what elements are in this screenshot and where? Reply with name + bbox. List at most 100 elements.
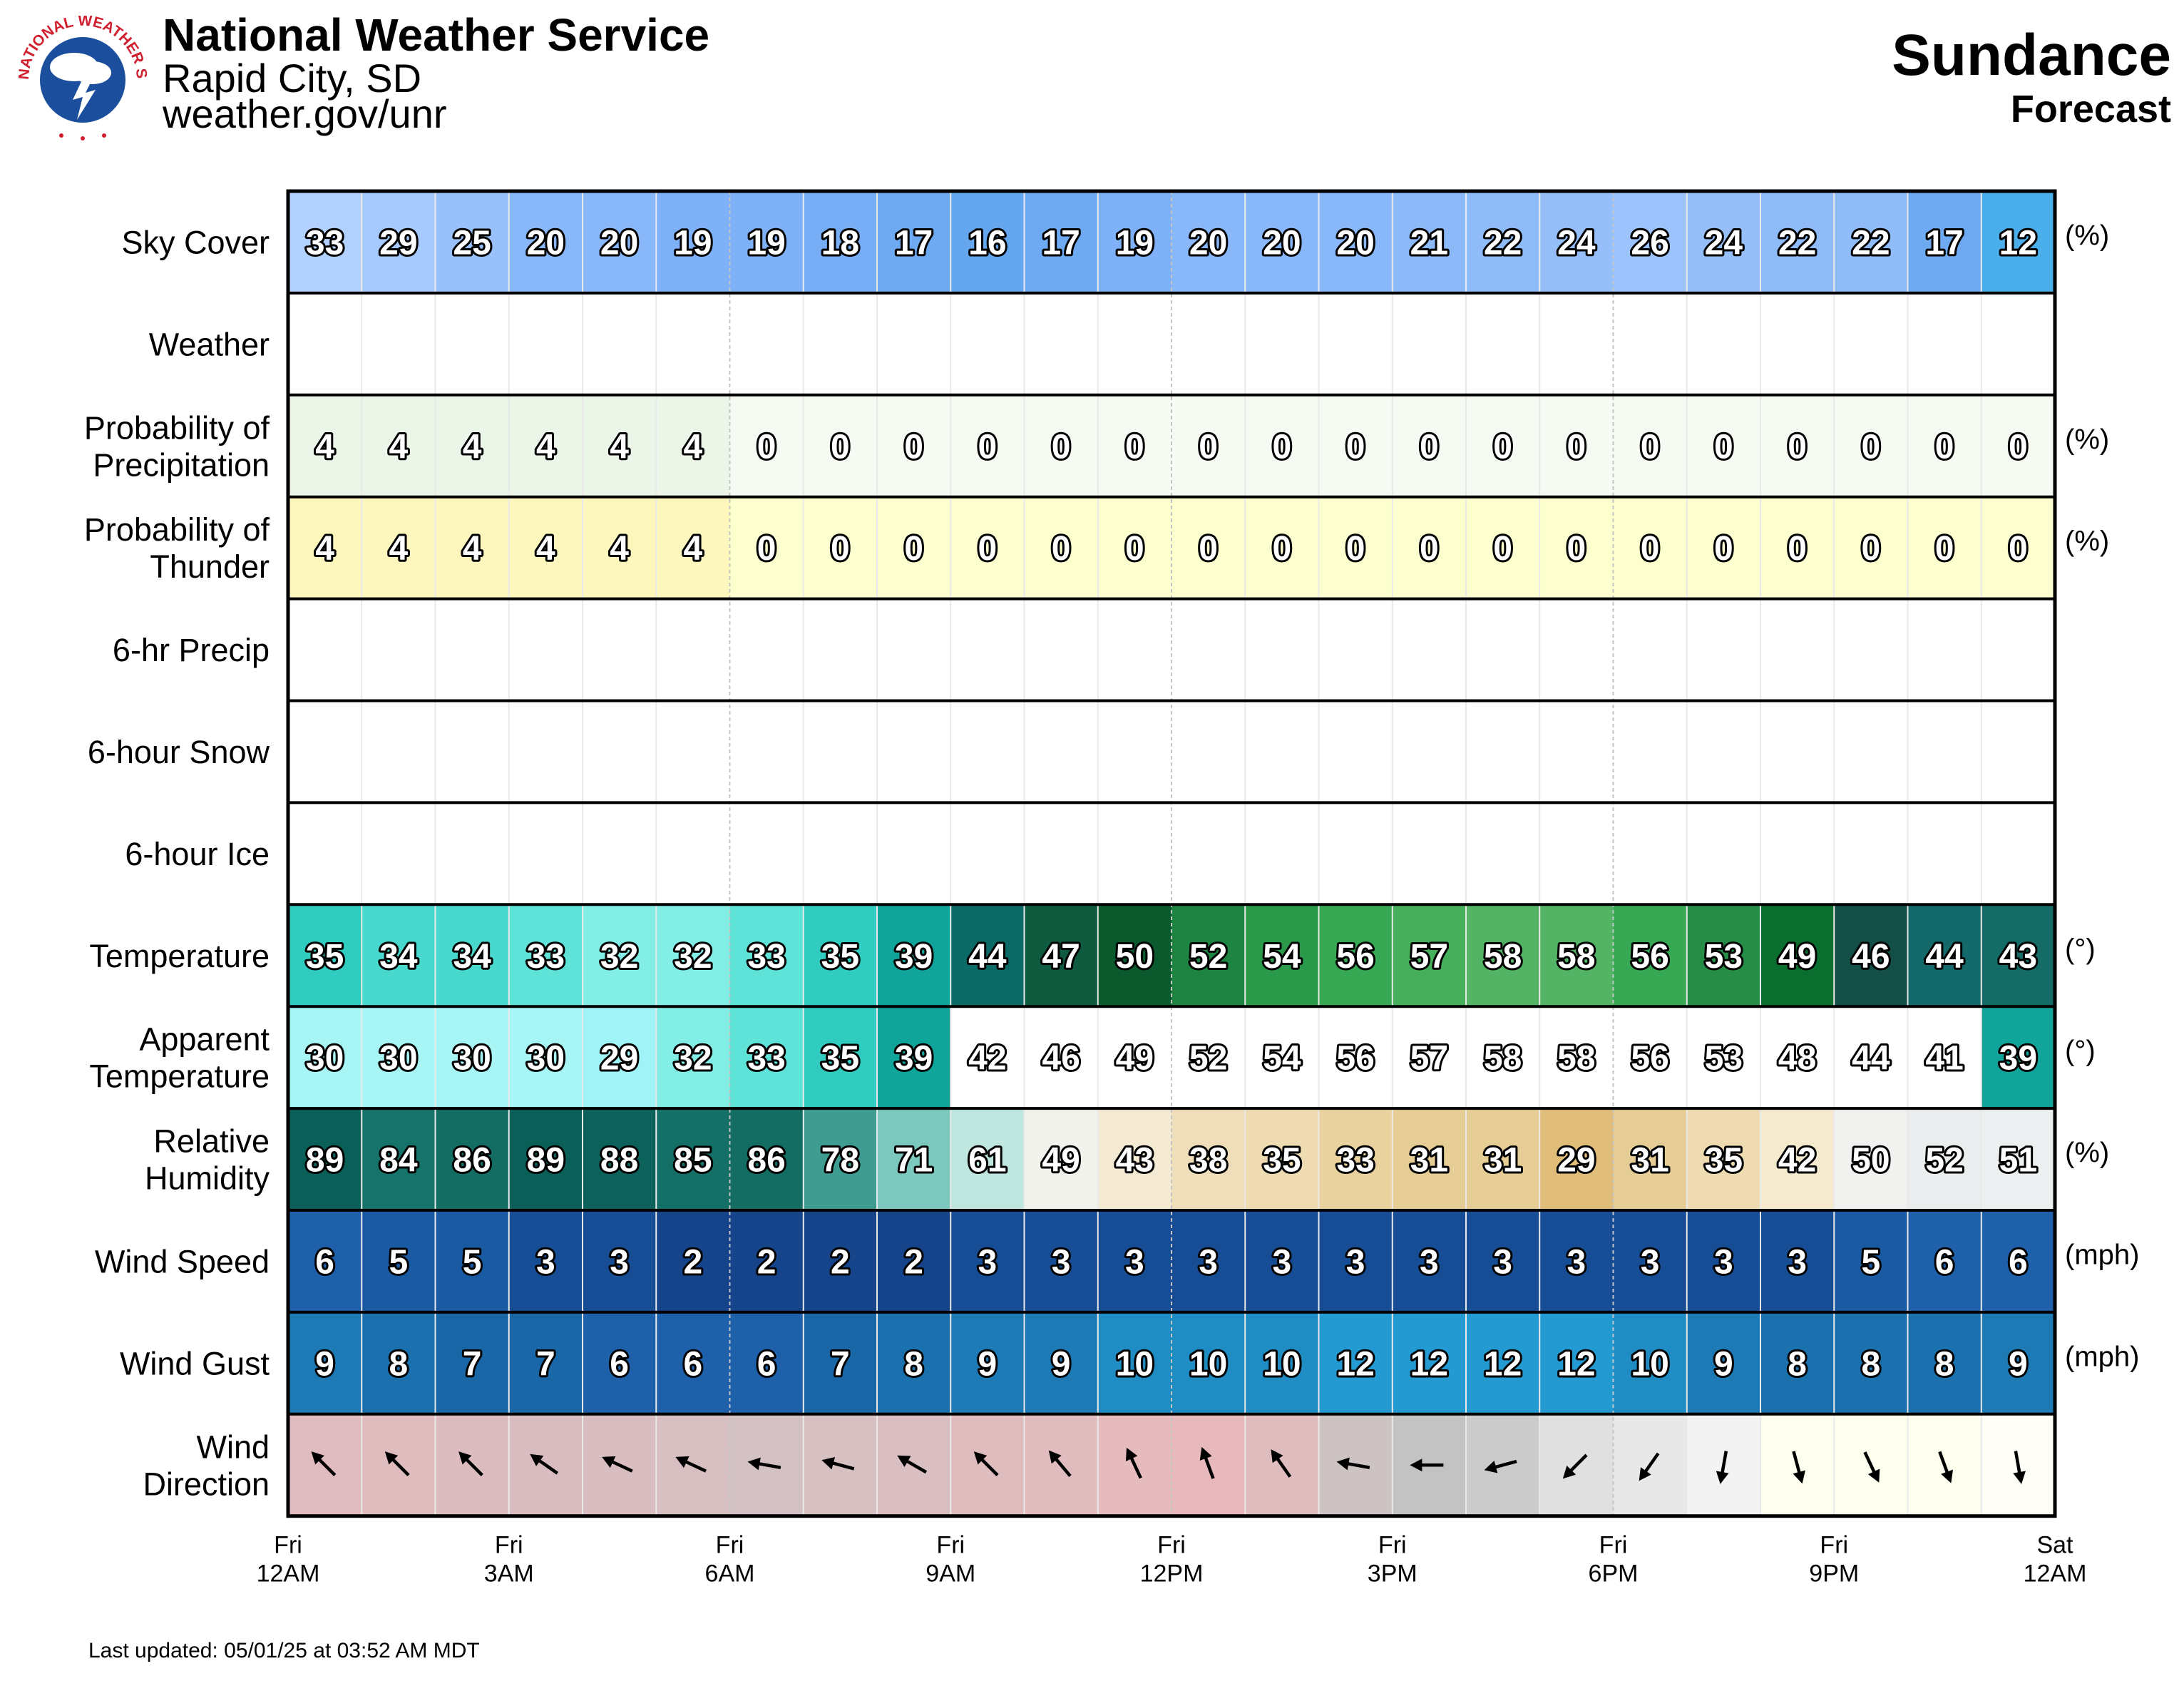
wind-speed-cell-bg — [1760, 1210, 1835, 1312]
wind-gust-cell-bg — [1318, 1312, 1393, 1414]
relative-humidity-cell-bg — [877, 1108, 951, 1210]
wind-speed-row-label-line: Wind Speed — [95, 1243, 270, 1279]
relative-humidity-unit-label: (%) — [2065, 1138, 2109, 1169]
relative-humidity-row-label-line: Relative — [153, 1123, 270, 1160]
temperature-value: 46 — [1852, 938, 1890, 976]
weather-cell-bg — [1318, 292, 1393, 395]
sky-cover-cell-bg — [583, 191, 657, 293]
relative-humidity-cell-bg — [1245, 1108, 1320, 1210]
wind-direction-arrow — [675, 1456, 707, 1473]
temperature-cell-bg — [656, 904, 731, 1007]
wind-speed-value: 3 — [1125, 1243, 1144, 1281]
wind-direction-arrow — [458, 1451, 483, 1476]
apparent-temperature-cell-bg — [1686, 1006, 1761, 1109]
probability-of-thunder-unit-label: (%) — [2065, 526, 2109, 557]
relative-humidity-value: 35 — [1263, 1142, 1301, 1180]
temperature-cell-bg — [1760, 904, 1835, 1007]
temperature-cell-bg — [1613, 904, 1688, 1007]
temperature-cell-bg — [1834, 904, 1909, 1007]
x-tick-time: 6AM — [705, 1560, 755, 1588]
temperature-value: 32 — [674, 938, 712, 976]
6-hour-ice-cell-bg — [950, 802, 1025, 905]
wind-direction-arrow-shaft — [1792, 1451, 1802, 1477]
wind-direction-arrow — [1484, 1459, 1517, 1473]
temperature-value: 35 — [306, 938, 344, 976]
6-hr-precip-cell-bg — [1097, 598, 1172, 701]
apparent-temperature-value: 48 — [1778, 1040, 1816, 1078]
wind-gust-cell-bg — [877, 1312, 951, 1414]
probability-of-precipitation-value: 0 — [1862, 428, 1881, 466]
probability-of-precipitation-value: 0 — [757, 428, 776, 466]
sky-cover-value: 29 — [379, 224, 417, 262]
wind-speed-cell-bg — [656, 1210, 731, 1312]
probability-of-thunder-cell-bg — [1981, 496, 2056, 599]
probability-of-precipitation-cell-bg — [288, 394, 362, 497]
weather-cell-bg — [362, 292, 436, 395]
probability-of-precipitation-cell-bg — [1834, 394, 1909, 497]
apparent-temperature-cell-bg — [1172, 1006, 1246, 1109]
temperature-value: 34 — [379, 938, 418, 976]
wind-gust-value: 10 — [1631, 1345, 1668, 1383]
apparent-temperature-value: 46 — [1042, 1040, 1080, 1078]
apparent-temperature-value: 39 — [1999, 1040, 2037, 1078]
temperature-cell-bg — [1981, 904, 2056, 1007]
probability-of-precipitation-value: 0 — [1567, 428, 1586, 466]
probability-of-precipitation-value: 0 — [904, 428, 923, 466]
sky-cover-cell-bg — [508, 191, 583, 293]
6-hr-precip-cell-bg — [803, 598, 878, 701]
sky-cover-value: 16 — [968, 224, 1006, 262]
apparent-temperature-value: 30 — [379, 1040, 417, 1078]
wind-speed-value: 2 — [904, 1243, 923, 1281]
6-hour-snow-row-label-line: 6-hour Snow — [88, 734, 270, 770]
probability-of-precipitation-value: 0 — [1493, 428, 1512, 466]
relative-humidity-cell-bg — [508, 1108, 583, 1210]
sky-cover-value: 19 — [1116, 224, 1154, 262]
sky-cover-cell-bg — [1245, 191, 1320, 293]
probability-of-thunder-cell-bg — [656, 496, 731, 599]
sky-cover-value: 17 — [1042, 224, 1080, 262]
temperature-cell-bg — [583, 904, 657, 1007]
temperature-value: 47 — [1042, 938, 1080, 976]
6-hr-precip-cell-bg — [362, 598, 436, 701]
wind-speed-cell-bg — [288, 1210, 362, 1312]
wind-direction-arrow-shaft — [1567, 1453, 1588, 1475]
sky-cover-cell-bg — [435, 191, 510, 293]
probability-of-precipitation-value: 4 — [315, 428, 334, 466]
office-website[interactable]: weather.gov/unr — [163, 91, 447, 136]
apparent-temperature-cell-bg — [1613, 1006, 1688, 1109]
wind-gust-cell-bg — [1024, 1312, 1099, 1414]
wind-speed-cell-bg — [1539, 1210, 1614, 1312]
wind-gust-cell-bg — [1613, 1312, 1688, 1414]
temperature-cell-bg — [1466, 904, 1540, 1007]
apparent-temperature-value: 52 — [1189, 1040, 1227, 1078]
wind-direction-arrow-head — [1048, 1450, 1062, 1464]
wind-gust-value: 8 — [1935, 1345, 1954, 1383]
probability-of-thunder-cell-bg — [1686, 496, 1761, 599]
sky-cover-cell-bg — [803, 191, 878, 293]
wind-direction-arrow-head — [1793, 1470, 1805, 1484]
wind-direction-arrow-head — [747, 1457, 761, 1471]
6-hour-snow-cell-bg — [1024, 700, 1099, 803]
6-hour-ice-cell-bg — [1539, 802, 1614, 905]
sky-cover-cell-bg — [1613, 191, 1688, 293]
probability-of-precipitation-unit-label: (%) — [2065, 424, 2109, 455]
wind-gust-cell-bg — [656, 1312, 731, 1414]
relative-humidity-value: 31 — [1484, 1142, 1522, 1180]
relative-humidity-value: 89 — [306, 1142, 344, 1180]
probability-of-thunder-value: 0 — [1862, 530, 1881, 568]
apparent-temperature-cell-bg — [729, 1006, 804, 1109]
relative-humidity-value: 86 — [453, 1142, 491, 1180]
probability-of-thunder-value: 0 — [1125, 530, 1144, 568]
apparent-temperature-value: 29 — [600, 1040, 638, 1078]
6-hr-precip-cell-bg — [1613, 598, 1688, 701]
apparent-temperature-row-label-line: Temperature — [89, 1058, 270, 1095]
6-hour-ice-cell-bg — [1834, 802, 1909, 905]
apparent-temperature-unit-label: (°) — [2065, 1036, 2096, 1067]
wind-gust-cell-bg — [1466, 1312, 1540, 1414]
probability-of-thunder-cell-bg — [508, 496, 583, 599]
x-tick-day: Fri — [936, 1532, 965, 1559]
temperature-value: 34 — [453, 938, 491, 976]
x-tick-time: 12AM — [257, 1560, 320, 1588]
wind-gust-value: 8 — [1862, 1345, 1881, 1383]
x-tick-day: Fri — [1378, 1532, 1407, 1559]
